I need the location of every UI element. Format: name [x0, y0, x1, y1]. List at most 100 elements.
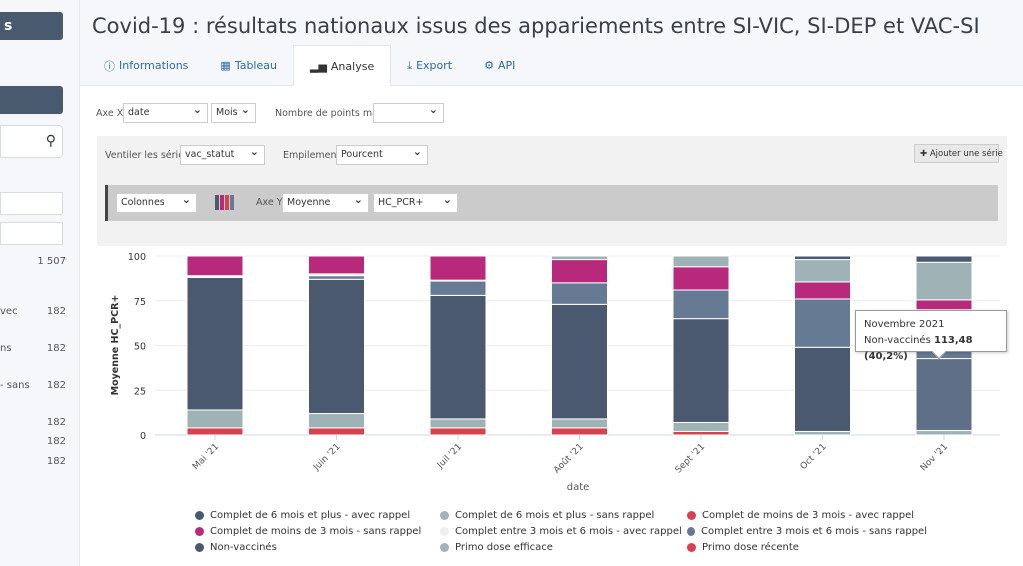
bar-segment[interactable]: [915, 261, 973, 301]
bar-segment[interactable]: [915, 430, 973, 436]
bar-segment[interactable]: [794, 255, 851, 261]
empilement-select[interactable]: Pourcent: [336, 145, 428, 165]
bar-segment[interactable]: [672, 255, 730, 268]
x-tick-label: Août '21: [552, 442, 586, 476]
sidebar-search-input[interactable]: ⚲: [0, 125, 63, 158]
bar-segment[interactable]: [429, 427, 487, 436]
sidebar-facet-item[interactable]: 182: [0, 417, 66, 428]
sidebar-filter-input-2[interactable]: [0, 222, 63, 245]
ventiler-select[interactable]: vac_statut: [180, 145, 265, 165]
bar-segment[interactable]: [308, 273, 365, 277]
legend-label: Primo dose efficace: [455, 542, 553, 553]
bar-segment[interactable]: [429, 418, 487, 429]
bar-segment[interactable]: [551, 259, 608, 284]
legend-item[interactable]: Complet entre 3 mois et 6 mois - avec ra…: [440, 524, 687, 539]
facet-label: vec: [0, 306, 18, 317]
bar-segment[interactable]: [308, 413, 365, 429]
sidebar-facet-item[interactable]: 1 507: [0, 256, 66, 267]
bar-segment[interactable]: [429, 294, 487, 420]
bar-segment[interactable]: [794, 259, 851, 283]
page-header: Covid-19 : résultats nationaux issus des…: [80, 0, 1023, 86]
bar-segment[interactable]: [186, 275, 244, 278]
period-select[interactable]: Mois: [211, 103, 256, 123]
sidebar: s ⚲ 1 507 vec 182 ns 182 - sans 182 182 182…: [0, 0, 80, 566]
facet-count: 182: [46, 417, 66, 428]
bar-segment[interactable]: [429, 279, 487, 282]
bar-segment[interactable]: [915, 358, 973, 432]
sidebar-button-2[interactable]: [0, 86, 63, 114]
bar-segment[interactable]: [672, 421, 730, 432]
sidebar-facet-item[interactable]: - sans 182: [0, 380, 66, 391]
bar-segment[interactable]: [672, 289, 730, 320]
color-palette-icon[interactable]: [215, 195, 234, 210]
bar-segment[interactable]: [308, 278, 365, 415]
tab-api[interactable]: ⚙ API: [468, 45, 531, 86]
sidebar-facet-item[interactable]: vec 182: [0, 306, 66, 317]
tab-bar: ⓘ Informations ▦ Tableau ▂▅ Analyse ⤓ Export…: [88, 45, 531, 86]
tab-tableau[interactable]: ▦ Tableau: [204, 45, 293, 86]
bar-segment[interactable]: [672, 430, 730, 436]
legend-item[interactable]: Primo dose récente: [687, 540, 927, 555]
bar-segment[interactable]: [794, 298, 851, 348]
bar-segment[interactable]: [794, 346, 851, 432]
tab-label: Analyse: [330, 59, 375, 73]
axe-x-value: date: [128, 107, 150, 118]
legend-item[interactable]: Complet de 6 mois et plus - avec rappel: [195, 508, 440, 523]
tooltip-title: Novembre 2021: [864, 319, 945, 330]
tooltip-series: Non-vaccinés: [864, 335, 931, 346]
bar-segment[interactable]: [794, 281, 851, 300]
tab-export[interactable]: ⤓ Export: [391, 45, 468, 86]
legend-item[interactable]: Complet de moins de 3 mois - avec rappel: [687, 508, 927, 523]
axe-y-field-select[interactable]: HC_PCR+: [373, 193, 458, 213]
facet-label: - sans: [0, 380, 30, 391]
bar-segment[interactable]: [915, 299, 973, 311]
search-icon[interactable]: ⚲: [45, 133, 56, 149]
sidebar-facet-item[interactable]: 182: [0, 436, 66, 447]
bar-segment[interactable]: [551, 418, 608, 429]
legend-item[interactable]: Complet de moins de 3 mois - sans rappel: [195, 524, 440, 539]
legend-item[interactable]: Complet entre 3 mois et 6 mois - sans ra…: [687, 524, 927, 539]
axe-y-agg-value: Moyenne: [287, 197, 331, 208]
legend-label: Complet entre 3 mois et 6 mois - avec ra…: [455, 526, 682, 537]
bar-segment[interactable]: [186, 409, 244, 429]
y-axis-title: Moyenne HC_PCR+: [110, 295, 121, 396]
chart-type-select[interactable]: Colonnes: [116, 193, 197, 213]
bar-segment[interactable]: [308, 255, 365, 275]
max-points-select[interactable]: [373, 103, 444, 123]
bar-segment[interactable]: [308, 427, 365, 436]
bar-segment[interactable]: [186, 427, 244, 436]
bar-segment[interactable]: [551, 255, 608, 261]
x-tick-label: Oct '21: [799, 442, 829, 472]
legend-item[interactable]: Non-vaccinés: [195, 540, 440, 555]
bar-segment[interactable]: [186, 255, 244, 277]
legend-item[interactable]: Primo dose efficace: [440, 540, 687, 555]
bar-segment[interactable]: [186, 276, 244, 411]
bar-segment[interactable]: [429, 280, 487, 296]
bar-segment[interactable]: [915, 255, 973, 263]
bar-segment[interactable]: [794, 430, 851, 436]
bar-segment[interactable]: [308, 275, 365, 280]
sidebar-button[interactable]: s: [0, 12, 63, 40]
axe-y-agg-select[interactable]: Moyenne: [282, 193, 369, 213]
sidebar-facet-item[interactable]: 182: [0, 456, 66, 467]
info-icon: ⓘ: [104, 59, 115, 73]
tab-informations[interactable]: ⓘ Informations: [88, 45, 204, 86]
y-tick-label: 75: [134, 297, 146, 308]
bar-segment[interactable]: [429, 255, 487, 281]
add-series-button[interactable]: ✚ Ajouter une série: [914, 144, 1003, 163]
axe-x-select[interactable]: date: [123, 103, 208, 123]
bar-segment[interactable]: [551, 427, 608, 436]
sidebar-filter-input[interactable]: [0, 192, 63, 215]
bar-segment[interactable]: [672, 318, 730, 423]
sidebar-facet-item[interactable]: ns 182: [0, 343, 66, 354]
facet-count: 182: [46, 306, 66, 317]
legend-dot-icon: [440, 511, 449, 520]
legend-item[interactable]: Complet de 6 mois et plus - sans rappel: [440, 508, 687, 523]
bar-segment[interactable]: [551, 282, 608, 305]
series-row: [105, 185, 998, 221]
bar-segment[interactable]: [672, 266, 730, 291]
page-title: Covid-19 : résultats nationaux issus des…: [92, 14, 980, 38]
tab-analyse[interactable]: ▂▅ Analyse: [292, 45, 392, 86]
bar-segment[interactable]: [551, 303, 608, 420]
legend-label: Complet de 6 mois et plus - sans rappel: [455, 510, 655, 521]
